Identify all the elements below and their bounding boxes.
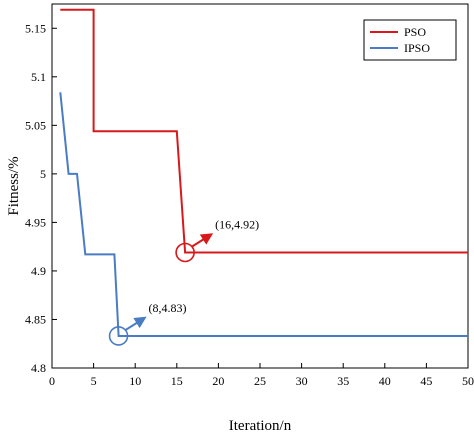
y-tick-label: 5 — [40, 167, 46, 181]
x-tick-label: 25 — [254, 374, 266, 388]
annotation-arrow — [125, 316, 147, 331]
annotation-label: (8,4.83) — [149, 301, 187, 315]
x-tick-label: 5 — [91, 374, 97, 388]
x-tick-label: 10 — [129, 374, 141, 388]
x-tick-label: 30 — [296, 374, 308, 388]
x-tick-label: 40 — [379, 374, 391, 388]
legend-box — [363, 19, 457, 61]
legend: PSO IPSO — [363, 19, 457, 61]
x-axis: 0 5 10 15 20 25 30 35 40 45 50 — [49, 363, 474, 388]
annotation-marker — [108, 326, 129, 346]
legend-label-ipso: IPSO — [404, 41, 430, 55]
x-tick-label: 50 — [462, 374, 474, 388]
y-axis: 4.8 4.85 4.9 4.95 5 5.05 5.1 5.15 — [25, 21, 57, 375]
x-axis-title: Iteration/n — [229, 418, 292, 434]
y-tick-label: 4.8 — [31, 361, 46, 375]
y-tick-label: 4.85 — [25, 312, 46, 326]
y-tick-label: 5.05 — [25, 118, 46, 132]
y-tick-label: 4.9 — [31, 264, 46, 278]
y-tick-label: 5.15 — [25, 21, 46, 35]
annotation-label: (16,4.92) — [215, 217, 259, 231]
y-tick-label: 5.1 — [31, 70, 46, 84]
annotation-layer: (16,4.92) (8,4.83) — [108, 217, 259, 346]
legend-label-pso: PSO — [404, 25, 426, 39]
series-line-pso — [60, 8, 468, 254]
y-axis-title: Fitness/% — [6, 156, 22, 215]
y-tick-label: 4.95 — [25, 215, 46, 229]
x-tick-label: 20 — [212, 374, 224, 388]
plot-frame — [51, 3, 469, 369]
series-line-ipso — [59, 92, 468, 337]
x-tick-label: 15 — [171, 374, 183, 388]
series-layer — [59, 8, 468, 337]
x-tick-label: 35 — [337, 374, 349, 388]
x-tick-label: 45 — [420, 374, 432, 388]
x-tick-label: 0 — [49, 374, 55, 388]
annotation-arrow — [191, 233, 214, 248]
annotation-marker — [175, 242, 195, 263]
